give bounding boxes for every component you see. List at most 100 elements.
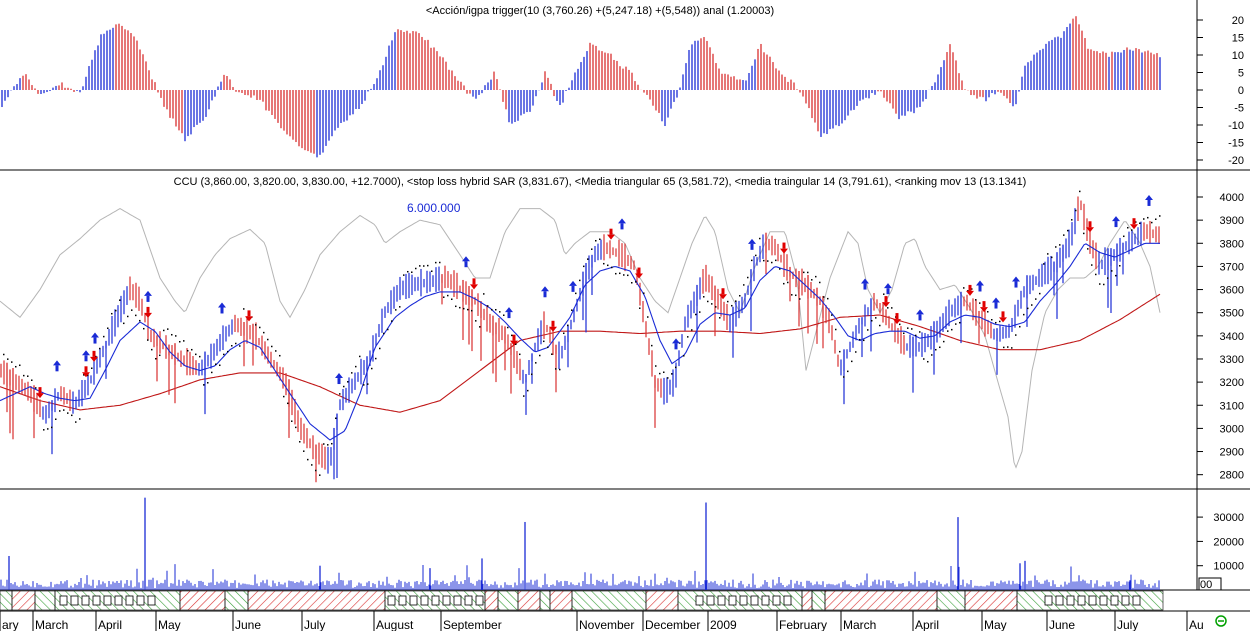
sar-dot: [875, 317, 877, 319]
sar-dot: [703, 296, 705, 298]
sar-dot: [3, 353, 5, 356]
sar-dot: [803, 271, 805, 274]
sar-dot: [771, 261, 773, 264]
price-axis-label: 3200: [1220, 377, 1244, 389]
sar-dot: [999, 320, 1001, 323]
calendar-day-box: [750, 595, 759, 606]
sar-dot: [811, 279, 813, 281]
oscillator-axis-label: 5: [1238, 68, 1244, 80]
sar-dot: [403, 274, 405, 276]
sar-dot: [215, 363, 217, 366]
sar-dot: [759, 237, 761, 240]
sar-dot: [671, 373, 673, 375]
sar-dot: [879, 324, 881, 327]
sar-dot: [607, 264, 609, 267]
sar-dot: [1083, 232, 1085, 235]
sell-arrow-icon: [82, 366, 90, 378]
price-axis-label: 3300: [1220, 354, 1244, 366]
sar-dot: [579, 279, 581, 282]
sar-dot: [839, 350, 841, 353]
sar-dot: [435, 261, 437, 264]
month-label: September: [443, 618, 502, 631]
refresh-icon[interactable]: [1215, 615, 1227, 627]
month-label: March: [35, 618, 68, 631]
sar-dot: [923, 358, 925, 360]
sar-dot: [967, 290, 969, 292]
calendar-segment: [801, 590, 813, 611]
sar-dot: [959, 321, 961, 324]
sar-dot: [51, 426, 53, 429]
calendar-segment: [0, 590, 13, 611]
sar-dot: [815, 275, 817, 278]
buy-arrow-icon: [335, 373, 343, 385]
price-axis-label: 3900: [1220, 215, 1244, 227]
sar-dot: [691, 329, 693, 331]
sar-dot: [1159, 215, 1161, 217]
sar-dot: [807, 271, 809, 274]
buy-arrow-icon: [748, 238, 756, 250]
sar-dot: [1031, 304, 1033, 306]
sar-dot: [271, 345, 273, 348]
sar-dot: [11, 361, 13, 363]
sell-arrow-icon: [36, 387, 44, 399]
sar-dot: [27, 375, 29, 377]
sar-dot: [1087, 248, 1089, 250]
oscillator-axis-label: 20: [1232, 15, 1244, 27]
month-label: December: [645, 618, 700, 631]
volume-annotation: 6.000.000: [407, 201, 461, 215]
month-label: June: [1049, 618, 1075, 631]
sar-dot: [539, 354, 541, 357]
sar-dot: [459, 306, 461, 309]
volume-axis-label: 10000: [1213, 561, 1244, 573]
sell-arrow-icon: [1130, 218, 1138, 230]
sar-dot: [279, 354, 281, 357]
sar-dot: [195, 353, 197, 356]
sar-dot: [63, 409, 65, 411]
sar-dot: [363, 384, 365, 386]
sar-dot: [751, 259, 753, 262]
calendar-day-box: [1077, 595, 1086, 606]
sar-dot: [575, 292, 577, 295]
sar-dot: [307, 458, 309, 461]
sar-dot: [483, 293, 485, 295]
sar-dot: [83, 374, 85, 376]
sar-dot: [107, 327, 109, 329]
sar-dot: [223, 353, 225, 356]
sar-dot: [239, 345, 241, 347]
sar-dot: [971, 288, 973, 290]
calendar-day-box: [59, 595, 68, 606]
sar-dot: [823, 296, 825, 298]
sar-dot: [567, 324, 569, 327]
sar-dot: [59, 410, 61, 412]
buy-arrow-icon: [462, 256, 470, 268]
sar-dot: [323, 443, 325, 445]
sar-dot: [227, 350, 229, 353]
sar-dot: [903, 332, 905, 335]
price-axis-label: 3600: [1220, 285, 1244, 297]
buy-arrow-icon: [884, 283, 892, 295]
oscillator-axis-label: -20: [1228, 155, 1244, 167]
sar-dot: [1115, 274, 1117, 277]
sar-dot: [695, 313, 697, 316]
sar-dot: [603, 262, 605, 265]
sar-dot: [675, 366, 677, 369]
sar-dot: [639, 307, 641, 309]
sar-dot: [1151, 221, 1153, 224]
sell-arrow-icon: [510, 334, 518, 346]
calendar-segment: [645, 590, 679, 611]
sar-dot: [499, 311, 501, 313]
sar-dot: [963, 287, 965, 289]
sar-dot: [587, 258, 589, 260]
sar-dot: [699, 311, 701, 313]
month-label: May: [984, 618, 1007, 631]
sar-dot: [615, 272, 617, 275]
calendar-day-box: [1121, 595, 1130, 606]
sar-dot: [655, 365, 657, 367]
volume-axis-label: 20000: [1213, 536, 1244, 548]
sar-dot: [755, 254, 757, 257]
sar-dot: [551, 353, 553, 355]
sell-arrow-icon: [1086, 221, 1094, 233]
calendar-segment: [571, 590, 647, 611]
sar-dot: [651, 344, 653, 347]
